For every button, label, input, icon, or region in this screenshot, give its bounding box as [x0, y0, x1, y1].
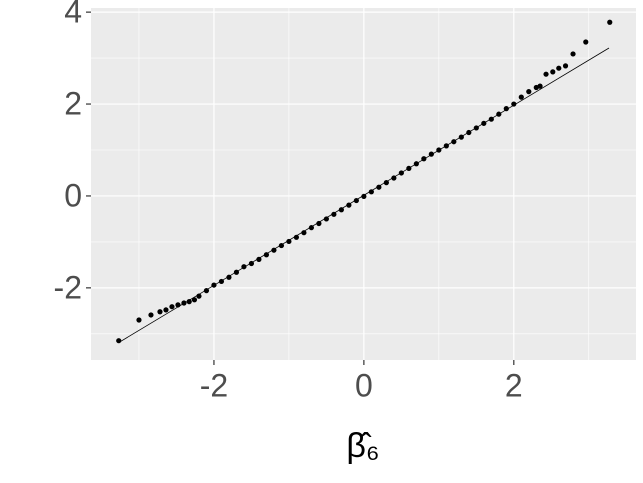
- point: [331, 211, 337, 217]
- point: [526, 89, 532, 95]
- point: [511, 101, 517, 107]
- point: [256, 256, 262, 262]
- point: [518, 94, 524, 100]
- point: [163, 307, 169, 313]
- point: [316, 220, 322, 227]
- x-tick-label: -2: [200, 367, 228, 403]
- point: [136, 317, 142, 323]
- point: [537, 83, 543, 89]
- point: [301, 230, 307, 236]
- point: [556, 65, 562, 71]
- point: [361, 193, 367, 200]
- point: [186, 299, 192, 305]
- x-tick-label: 2: [505, 367, 523, 403]
- y-tick-label: 4: [64, 0, 82, 30]
- point: [286, 238, 292, 245]
- point: [191, 297, 198, 303]
- reference-line: [118, 47, 610, 343]
- point: [148, 312, 154, 318]
- point: [157, 309, 163, 315]
- point: [570, 51, 576, 57]
- x-axis-label: β̂₆: [346, 427, 379, 465]
- point: [323, 216, 329, 222]
- point: [543, 71, 549, 77]
- y-tick-label: 0: [64, 177, 82, 213]
- point: [607, 19, 613, 25]
- point: [368, 189, 374, 195]
- x-tick-label: 0: [355, 367, 373, 403]
- point: [503, 106, 509, 112]
- point: [550, 69, 556, 75]
- point: [293, 234, 300, 240]
- point: [583, 39, 589, 45]
- point: [169, 304, 175, 310]
- y-tick-label: 2: [64, 85, 82, 121]
- y-tick-label: -2: [54, 269, 82, 305]
- point: [562, 63, 569, 69]
